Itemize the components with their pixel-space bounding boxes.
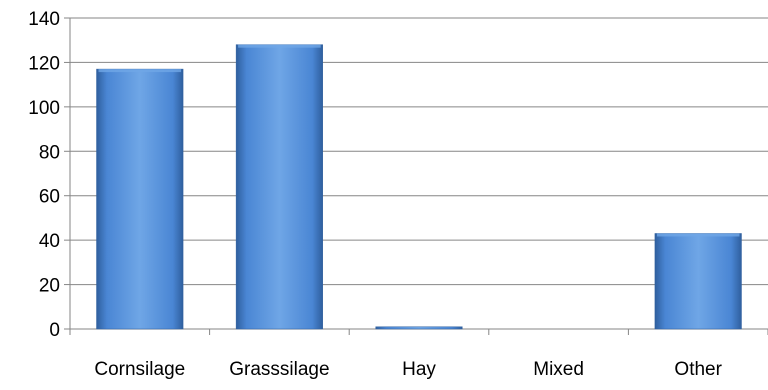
gridlines xyxy=(70,17,768,286)
y-tick-labels: 0 20 40 60 80 100 120 140 xyxy=(28,9,60,341)
bar-other xyxy=(654,233,742,330)
y-tick-label: 40 xyxy=(39,231,60,252)
y-tick-label: 0 xyxy=(49,320,60,341)
y-tick-label: 100 xyxy=(28,98,60,119)
x-category-label: Hay xyxy=(402,359,436,380)
x-category-label: Grasssilage xyxy=(229,359,329,380)
bar-highlight xyxy=(98,69,182,73)
bars xyxy=(96,44,742,330)
bar-cornsilage xyxy=(96,68,184,330)
bar-hay xyxy=(375,326,463,330)
y-tick-label: 120 xyxy=(28,53,60,74)
y-tick-label: 140 xyxy=(28,9,60,30)
y-tick-label: 20 xyxy=(39,276,60,297)
y-tick-label: 60 xyxy=(39,187,60,208)
y-tick-label: 80 xyxy=(39,142,60,163)
x-category-label: Cornsilage xyxy=(94,359,185,380)
x-category-label: Other xyxy=(674,359,722,380)
bar-highlight xyxy=(656,233,740,237)
bar-highlight xyxy=(238,44,321,48)
x-category-labels: Cornsilage Grasssilage Hay Mixed Other xyxy=(94,359,722,380)
x-category-label: Mixed xyxy=(533,359,584,380)
bar-grasssilage xyxy=(235,44,323,330)
